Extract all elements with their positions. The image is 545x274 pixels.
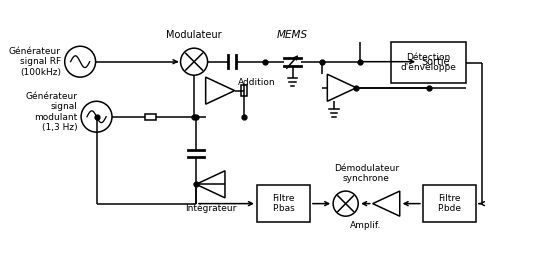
Text: Filtre
P.bde: Filtre P.bde (438, 194, 462, 213)
Circle shape (180, 48, 208, 75)
Text: Filtre
P.bas: Filtre P.bas (272, 194, 295, 213)
Circle shape (333, 191, 358, 216)
Text: Modulateur: Modulateur (166, 30, 222, 41)
Circle shape (65, 46, 95, 77)
Bar (145, 114, 156, 120)
Text: Générateur
signal RF
(100kHz): Générateur signal RF (100kHz) (9, 47, 61, 77)
Bar (241, 85, 247, 96)
Text: Sortie: Sortie (421, 57, 450, 67)
Circle shape (81, 101, 112, 132)
Text: MEMS: MEMS (277, 30, 308, 41)
Polygon shape (205, 77, 235, 104)
Text: Amplif.: Amplif. (350, 221, 381, 230)
Polygon shape (196, 171, 225, 198)
Text: Détection
d'enveloppe: Détection d'enveloppe (401, 53, 457, 72)
Polygon shape (373, 191, 399, 216)
Text: Addition: Addition (238, 78, 275, 87)
Bar (423, 185, 476, 222)
Text: Intégrateur: Intégrateur (185, 204, 236, 213)
Text: Générateur
signal
modulant
(1,3 Hz): Générateur signal modulant (1,3 Hz) (25, 92, 77, 132)
Polygon shape (328, 74, 356, 101)
Bar (257, 185, 310, 222)
Text: Démodulateur
synchrone: Démodulateur synchrone (334, 164, 399, 183)
Bar (391, 42, 467, 83)
